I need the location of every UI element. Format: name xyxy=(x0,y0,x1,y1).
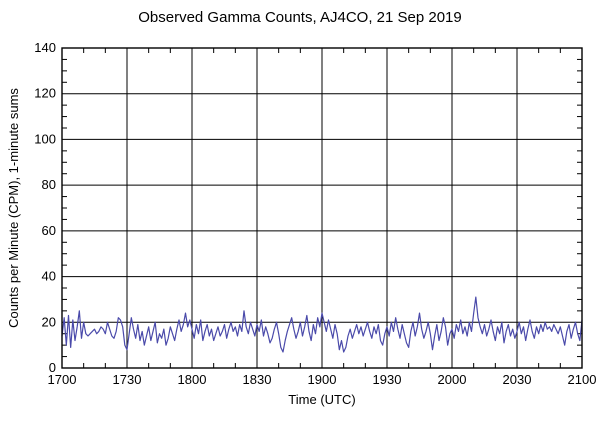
x-tick-label: 2030 xyxy=(503,372,532,387)
y-tick-label: 100 xyxy=(34,131,56,146)
plot-border xyxy=(61,47,583,369)
x-tick-label: 1800 xyxy=(178,372,207,387)
data-line xyxy=(61,296,583,353)
y-tick-label: 0 xyxy=(49,360,56,375)
chart-title: Observed Gamma Counts, AJ4CO, 21 Sep 201… xyxy=(138,9,462,26)
x-tick-label: 1700 xyxy=(48,372,77,387)
x-tick-label: 1730 xyxy=(113,372,142,387)
y-tick-label: 120 xyxy=(34,86,56,101)
y-tick-label: 80 xyxy=(42,177,56,192)
x-tick-label: 2000 xyxy=(438,372,467,387)
y-tick-label: 40 xyxy=(42,269,56,284)
x-tick-label: 2100 xyxy=(568,372,597,387)
x-tick-label: 1900 xyxy=(308,372,337,387)
y-tick-label: 60 xyxy=(42,223,56,238)
y-tick-label: 20 xyxy=(42,314,56,329)
y-axis-title: Counts per Minute (CPM), 1-minute sums xyxy=(6,88,21,328)
x-tick-label: 1930 xyxy=(373,372,402,387)
x-tick-label: 1830 xyxy=(243,372,272,387)
x-axis-title: Time (UTC) xyxy=(288,392,355,407)
y-tick-label: 140 xyxy=(34,40,56,55)
